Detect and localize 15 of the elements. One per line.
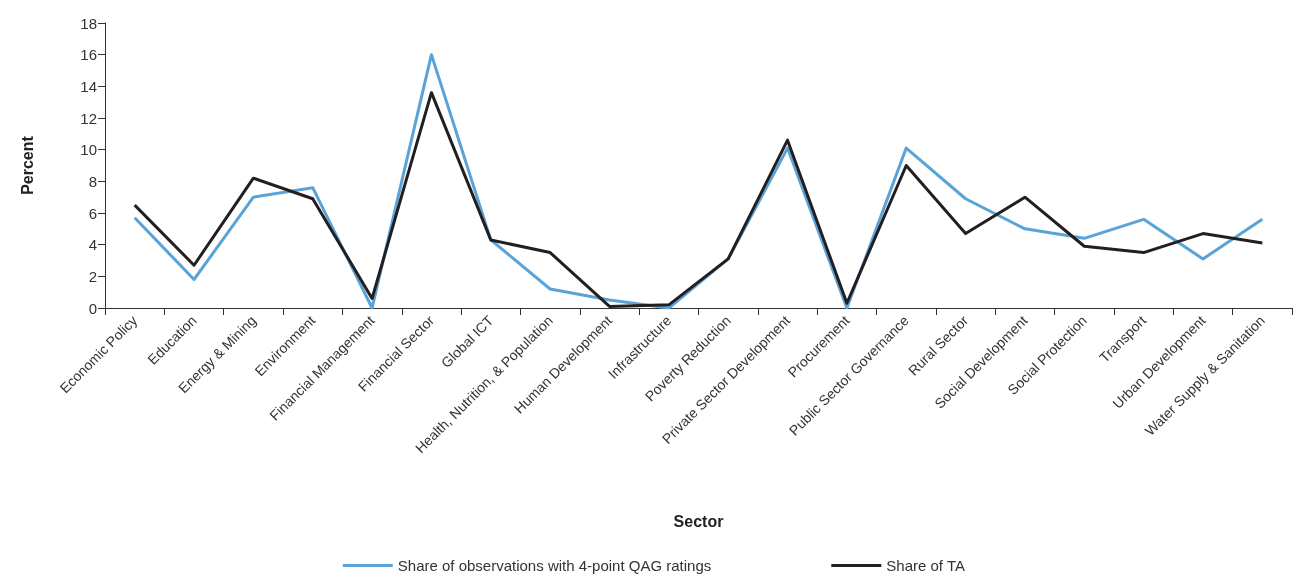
- y-tick-label: 14: [80, 77, 97, 95]
- y-tick-label: 12: [80, 109, 97, 127]
- y-tick-label: 8: [88, 172, 97, 190]
- legend-label: Share of TA: [886, 557, 965, 574]
- y-tick-label: 0: [88, 299, 97, 317]
- y-tick-label: 16: [80, 46, 97, 64]
- line-series: [133, 91, 1264, 308]
- x-axis-title: Sector: [673, 512, 724, 530]
- y-tick-label: 6: [88, 204, 97, 222]
- y-tick-label: 10: [80, 141, 97, 159]
- y-tick-label: 2: [88, 267, 97, 285]
- y-tick-label: 18: [80, 14, 97, 32]
- y-tick-label: 4: [88, 236, 97, 254]
- legend-label: Share of observations with 4-point QAG ratings: [397, 557, 712, 574]
- y-axis-title: Percent: [18, 135, 36, 195]
